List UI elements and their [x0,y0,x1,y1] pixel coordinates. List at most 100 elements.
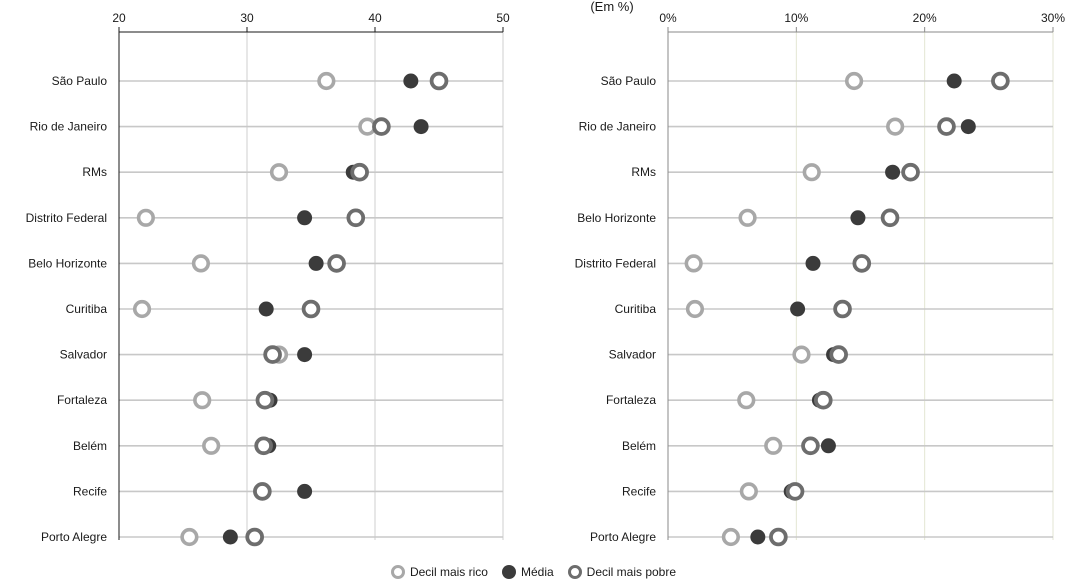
legend-label: Média [520,565,554,579]
marker-decil-rico [764,436,783,455]
legend-label: Decil mais pobre [586,565,677,579]
tick-label: 0% [659,11,677,25]
category-label: Rio de Janeiro [579,120,657,134]
category-label: Curitiba [615,302,657,316]
category-label: Fortaleza [606,393,656,407]
marker-decil-pobre [372,117,391,136]
marker-decil-pobre [301,299,321,319]
marker-decil-rico [737,391,756,410]
marker-media [308,255,324,271]
category-label: Belém [622,439,656,453]
tick-label: 40 [368,11,382,25]
category-label: Rio de Janeiro [30,120,108,134]
tick-label: 10% [784,11,808,25]
marker-media [297,483,313,499]
marker-decil-rico [802,163,821,182]
marker-media [885,164,901,180]
tick-label: 50 [496,11,510,25]
legend-item-media: Média [501,565,554,579]
marker-decil-pobre [346,208,366,228]
legend-ring-icon-light [390,565,405,579]
category-label: Salvador [60,348,107,362]
marker-decil-pobre [901,162,920,182]
category-label: Distrito Federal [575,256,656,270]
marker-decil-pobre [991,71,1010,91]
unit-label: (Em %) [590,0,633,14]
marker-decil-rico [180,527,199,547]
marker-decil-rico [191,254,211,273]
marker-decil-rico [844,71,864,91]
category-label: São Paulo [52,74,108,88]
category-label: Recife [73,484,107,498]
marker-media [750,529,766,545]
marker-decil-rico [738,208,757,227]
marker-media [297,210,313,226]
marker-media [850,210,866,226]
marker-media [297,347,313,363]
marker-media [222,529,238,545]
marker-decil-rico [886,117,905,136]
category-label: Porto Alegre [590,530,656,544]
marker-decil-rico [269,163,289,182]
marker-decil-pobre [785,482,805,501]
legend: Decil mais rico Média Decil mais pobre [0,565,1067,579]
category-label: Belém [73,439,107,453]
marker-decil-rico [684,254,703,273]
category-label: Salvador [609,348,656,362]
category-label: RMs [631,165,656,179]
marker-decil-pobre [813,390,833,410]
panel-left: 20 30 40 50 São Paulo Rio de Janeiro RMs Distri… [26,11,510,547]
marker-decil-pobre [880,208,900,228]
category-label: São Paulo [601,74,657,88]
marker-decil-rico [132,299,152,319]
category-label: RMs [82,165,107,179]
marker-media [946,73,962,89]
marker-media [403,73,419,89]
marker-decil-pobre [245,527,264,547]
marker-decil-pobre [253,482,272,501]
legend-label: Decil mais rico [409,565,488,579]
category-label: Fortaleza [57,393,107,407]
marker-decil-pobre [829,345,848,364]
legend-dot-icon-dark [501,565,516,579]
legend-item-rico: Decil mais rico [390,565,488,579]
category-label: Recife [622,484,656,498]
panel-right: (Em %) 0% 10% 20% 30% São Paulo Rio de Janeiro… [575,0,1065,547]
marker-media [258,301,274,317]
marker-decil-pobre [254,436,273,456]
marker-decil-rico [739,482,758,501]
marker-decil-rico [685,299,705,319]
category-label: Belo Horizonte [577,211,656,225]
marker-decil-pobre [833,299,852,319]
marker-decil-pobre [769,527,788,547]
marker-decil-rico [202,436,221,455]
marker-media [790,301,806,317]
tick-label: 20% [913,11,937,25]
marker-decil-pobre [263,345,282,364]
marker-media [413,119,429,135]
marker-decil-rico [721,527,740,547]
marker-decil-pobre [350,162,369,182]
marker-decil-pobre [255,390,275,410]
marker-decil-rico [317,71,336,91]
category-label: Curitiba [66,302,108,316]
tick-label: 30 [240,11,254,25]
legend-ring-icon-medium [567,565,582,579]
legend-item-pobre: Decil mais pobre [567,565,677,579]
marker-media [820,438,836,454]
category-label: Porto Alegre [41,530,107,544]
category-label: Belo Horizonte [28,256,107,270]
marker-media [805,255,821,271]
marker-decil-pobre [429,71,449,91]
marker-decil-pobre [327,254,346,273]
tick-label: 20 [112,11,126,25]
marker-decil-pobre [801,436,820,456]
tick-label: 30% [1041,11,1065,25]
marker-decil-rico [792,345,811,364]
marker-decil-pobre [937,117,956,136]
marker-decil-rico [193,391,212,410]
marker-media [960,119,976,135]
marker-decil-rico [136,208,155,227]
